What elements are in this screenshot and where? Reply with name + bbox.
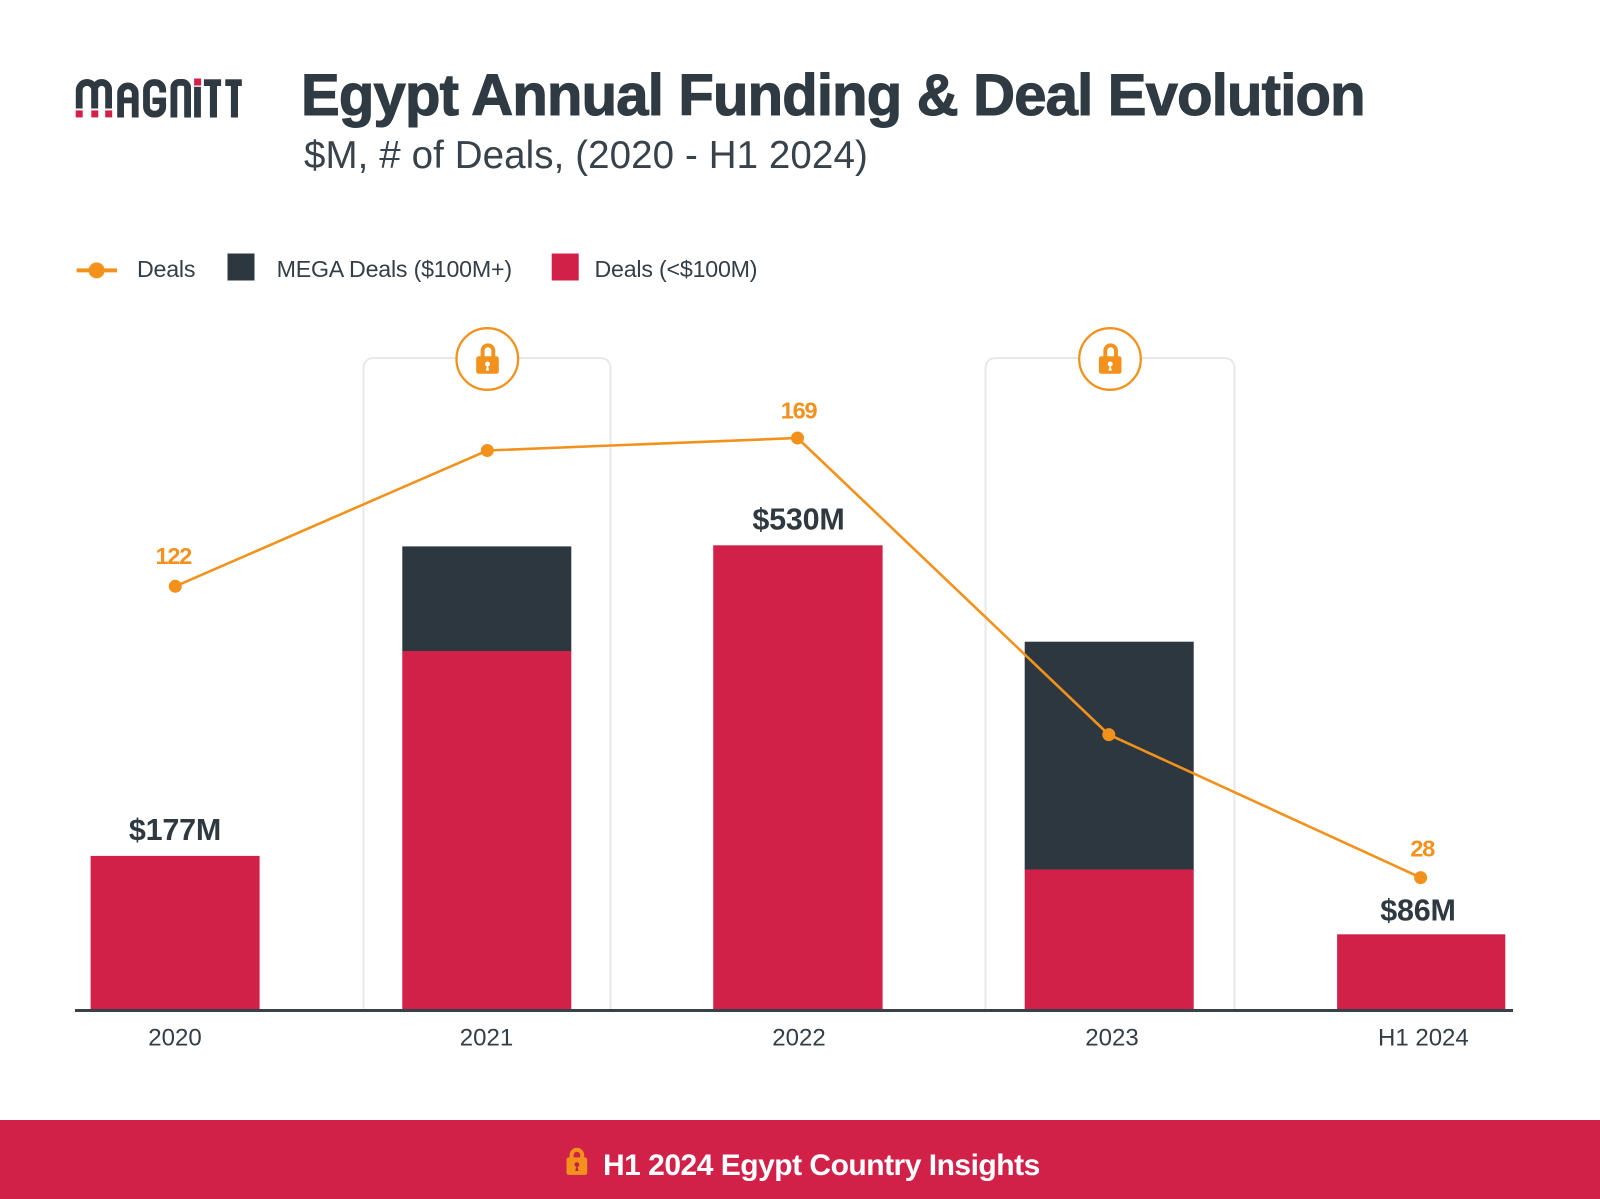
svg-text:169: 169 <box>781 398 818 424</box>
svg-text:$86M: $86M <box>1380 893 1456 927</box>
svg-text:2022: 2022 <box>772 1024 825 1051</box>
svg-text:2021: 2021 <box>460 1024 513 1051</box>
svg-text:H1 2024: H1 2024 <box>1378 1024 1469 1051</box>
svg-text:$177M: $177M <box>129 813 221 847</box>
svg-text:28: 28 <box>1410 835 1435 861</box>
svg-text:2020: 2020 <box>148 1024 201 1051</box>
svg-text:122: 122 <box>155 543 192 569</box>
svg-text:2023: 2023 <box>1085 1024 1138 1051</box>
svg-text:$530M: $530M <box>752 503 844 537</box>
